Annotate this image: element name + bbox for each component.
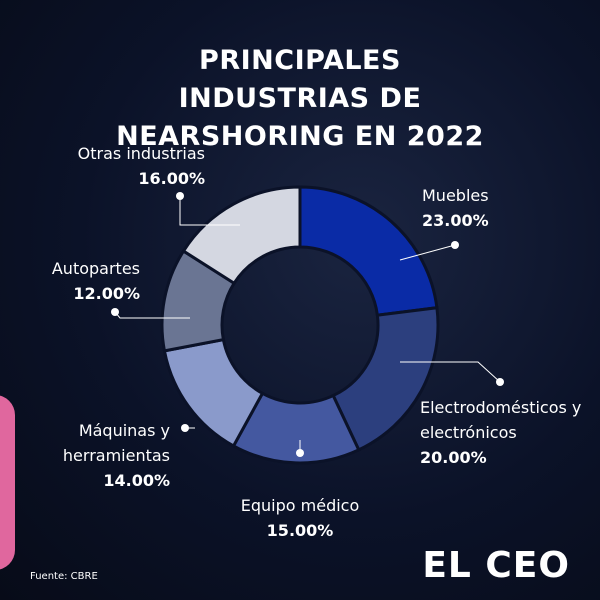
leader-dot (296, 449, 304, 457)
slice-label: Autopartes 12.00% (20, 256, 140, 306)
brand: EL CEO (422, 545, 570, 586)
slice-label: Otras industrias 16.00% (40, 141, 205, 191)
leader-line (179, 196, 240, 226)
slice-label: Equipo médico 15.00% (230, 493, 370, 543)
leader-line (400, 361, 501, 383)
slice-label: Máquinas y herramientas 14.00% (30, 418, 170, 493)
chart-title: PRINCIPALES INDUSTRIAS DE NEARSHORING EN… (116, 45, 484, 152)
leader-line (399, 244, 456, 261)
category-label: Máquinas y herramientas (62, 421, 170, 465)
slice-label: Muebles 23.00% (422, 183, 592, 233)
leader-dot (111, 308, 119, 316)
value-label: 14.00% (103, 471, 170, 490)
category-label: Autopartes (51, 259, 140, 278)
value-label: 23.00% (422, 211, 489, 230)
leader-dot (451, 241, 459, 249)
category-label: Muebles (422, 186, 489, 205)
leader-dot (496, 378, 504, 386)
category-label: Electrodomésticos y electrónicos (420, 398, 582, 442)
source: Fuente: CBRE (30, 571, 98, 582)
value-label: 15.00% (266, 521, 334, 540)
category-label: Otras industrias (77, 144, 205, 163)
value-label: 20.00% (420, 448, 487, 467)
slice-label: Electrodomésticos y electrónicos 20.00% (420, 395, 590, 470)
donut-slice (181, 185, 302, 286)
value-label: 16.00% (138, 169, 205, 188)
value-label: 12.00% (73, 284, 140, 303)
donut-slice (298, 185, 439, 317)
category-label: Equipo médico (240, 496, 360, 515)
decoration (0, 395, 15, 570)
leader-dot (176, 192, 184, 200)
leader-dot (181, 424, 189, 432)
